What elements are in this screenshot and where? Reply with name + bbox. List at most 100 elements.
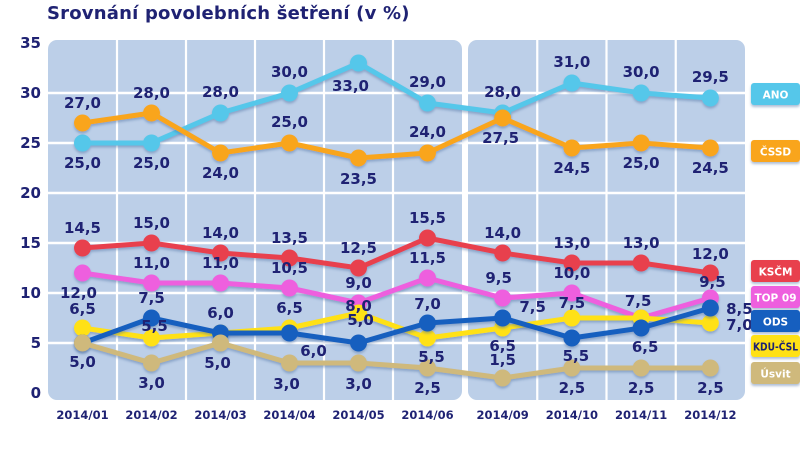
- series-line-ČSSD: [82, 110, 711, 161]
- value-label-KDU-ČSL: 7,0: [726, 316, 753, 334]
- data-point-KSČM: [632, 254, 650, 272]
- data-point-ČSSD: [74, 114, 91, 132]
- data-point-Úsvit: [632, 359, 650, 377]
- data-point-ANO: [419, 94, 436, 112]
- value-label-TOP 09: 10,0: [553, 264, 590, 282]
- value-label-Úsvit: 2,5: [628, 379, 655, 397]
- series-line-KDU-ČSL: [82, 310, 711, 341]
- data-point-KSČM: [281, 249, 298, 267]
- data-point-ANO: [281, 84, 298, 102]
- value-label-ANO: 29,5: [692, 68, 729, 86]
- legend-item-KDU-ČSL: KDU-ČSL: [751, 335, 800, 357]
- value-label-KDU-ČSL: 6,5: [69, 300, 96, 318]
- data-point-TOP 09: [494, 289, 512, 307]
- data-point-Úsvit: [74, 334, 91, 352]
- series-line-Úsvit: [81, 340, 711, 381]
- y-axis-tick: 20: [20, 184, 41, 202]
- legend-swatch-KDU-ČSL: [751, 335, 800, 357]
- value-label-ODS: 7,5: [138, 289, 165, 307]
- series-KSČM: [74, 229, 719, 282]
- value-label-TOP 09: 9,5: [699, 273, 726, 291]
- value-label-KSČM: 14,5: [64, 219, 101, 237]
- value-label-ODS: 5,5: [563, 347, 590, 365]
- value-label-KDU-ČSL: 6,5: [489, 337, 516, 355]
- x-axis-tick: 2014/05: [332, 408, 384, 422]
- value-labels: 25,0 25,0 28,0 30,0 33,0 29,0 28,0 31,0 30,0 29,5…: [60, 53, 753, 397]
- data-point-KDU-ČSL: [350, 304, 367, 322]
- value-label-ČSSD: 25,0: [623, 154, 660, 172]
- data-point-KDU-ČSL: [143, 329, 160, 347]
- data-point-ČSSD: [143, 104, 160, 122]
- data-point-ANO: [701, 89, 719, 107]
- legend-item-TOP 09: TOP 09: [751, 286, 800, 308]
- legend-label-KSČM: KSČM: [759, 266, 793, 279]
- y-axis-tick: 35: [20, 34, 41, 52]
- data-point-ODS: [563, 329, 581, 347]
- value-label-TOP 09: 11,5: [409, 249, 446, 267]
- value-label-ANO: 28,0: [202, 83, 239, 101]
- x-axis-tick: 2014/01: [56, 408, 108, 422]
- x-axis-tick: 2014/12: [684, 408, 736, 422]
- data-point-ANO: [74, 134, 91, 152]
- value-label-TOP 09: 10,5: [271, 259, 308, 277]
- value-label-KDU-ČSL: 5,5: [418, 348, 445, 366]
- data-point-KSČM: [419, 229, 436, 247]
- x-axis-tick: 2014/09: [477, 408, 529, 422]
- data-point-ČSSD: [632, 134, 650, 152]
- legend-item-ČSSD: ČSSD: [751, 140, 800, 162]
- value-label-ODS: 7,5: [519, 298, 546, 316]
- value-label-ANO: 25,0: [133, 154, 170, 172]
- value-label-Úsvit: 5,0: [69, 353, 96, 371]
- data-point-ODS: [350, 334, 367, 352]
- value-label-ANO: 30,0: [271, 63, 308, 81]
- x-axis: 2014/01 2014/02 2014/03 2014/04 2014/05 2014/…: [56, 408, 736, 422]
- y-axis-tick: 5: [31, 334, 41, 352]
- legend-swatch-Úsvit: [751, 362, 800, 384]
- legend-label-Úsvit: Úsvit: [760, 368, 790, 381]
- y-axis-tick: 15: [20, 234, 41, 252]
- value-label-Úsvit: 5,0: [204, 354, 231, 372]
- value-label-KSČM: 13,0: [553, 234, 590, 252]
- legend-item-Úsvit: Úsvit: [751, 362, 800, 384]
- legend-label-TOP 09: TOP 09: [754, 293, 796, 305]
- data-point-KSČM: [563, 254, 581, 272]
- chart-title: Srovnání povolebních šetření (v %): [47, 3, 410, 24]
- data-point-Úsvit: [281, 354, 298, 372]
- value-label-KSČM: 12,0: [692, 245, 729, 263]
- data-point-KDU-ČSL: [74, 319, 91, 337]
- data-point-KDU-ČSL: [419, 329, 436, 347]
- value-label-Úsvit: 2,5: [697, 379, 724, 397]
- data-point-TOP 09: [281, 279, 298, 297]
- value-label-TOP 09: 11,0: [133, 254, 170, 272]
- x-axis-tick: 2014/06: [401, 408, 453, 422]
- y-axis-tick: 0: [31, 384, 41, 402]
- data-point-Úsvit: [563, 359, 581, 377]
- legend-item-ODS: ODS: [751, 310, 800, 332]
- value-label-ČSSD: 27,0: [64, 94, 101, 112]
- data-point-Úsvit: [419, 359, 436, 377]
- data-point-TOP 09: [74, 264, 91, 282]
- legend-swatch-ODS: [751, 310, 800, 332]
- data-point-ČSSD: [563, 139, 581, 157]
- data-point-ANO: [350, 54, 367, 72]
- legend-label-ČSSD: ČSSD: [760, 146, 792, 159]
- data-point-TOP 09: [143, 274, 160, 292]
- value-label-ČSSD: 24,5: [553, 159, 590, 177]
- data-point-KSČM: [74, 239, 91, 257]
- x-axis-tick: 2014/10: [546, 408, 598, 422]
- data-point-TOP 09: [419, 269, 436, 287]
- y-axis-tick: 30: [20, 84, 41, 102]
- value-label-ODS: 6,5: [632, 338, 659, 356]
- value-label-ODS: 6,0: [207, 304, 234, 322]
- value-label-ČSSD: 24,0: [202, 164, 239, 182]
- data-point-KSČM: [143, 234, 160, 252]
- data-point-ČSSD: [419, 144, 436, 162]
- value-label-ANO: 30,0: [623, 63, 660, 81]
- data-point-ANO: [563, 74, 581, 92]
- value-label-Úsvit: 2,5: [559, 379, 586, 397]
- data-point-ODS: [281, 324, 298, 342]
- legend-item-ANO: ANO: [751, 83, 800, 105]
- value-label-KSČM: 13,0: [623, 234, 660, 252]
- y-axis: 0 5 10 15 20 25 30 35: [20, 34, 41, 402]
